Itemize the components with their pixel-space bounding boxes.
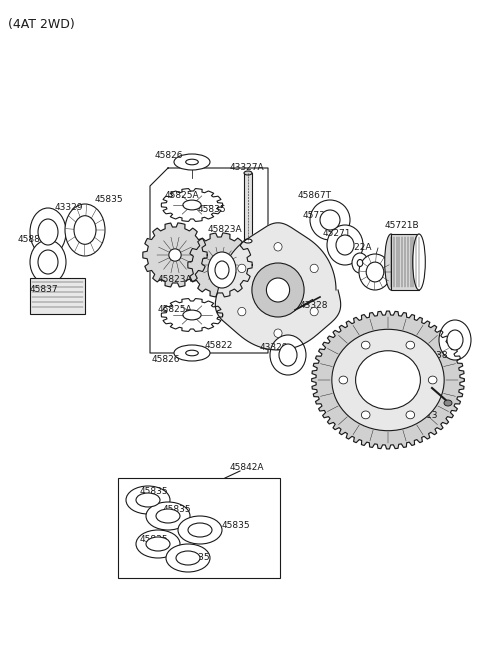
Text: 45835: 45835 — [198, 205, 227, 215]
Ellipse shape — [352, 253, 368, 273]
Bar — [30, 278, 85, 314]
Text: 45832: 45832 — [358, 405, 386, 415]
Text: 45825A: 45825A — [158, 306, 192, 314]
Ellipse shape — [447, 330, 463, 350]
Ellipse shape — [65, 204, 105, 256]
Ellipse shape — [336, 235, 354, 255]
Ellipse shape — [183, 200, 201, 210]
Ellipse shape — [270, 335, 306, 375]
Text: 45835: 45835 — [95, 195, 124, 205]
Ellipse shape — [214, 259, 226, 271]
Text: 45835: 45835 — [140, 487, 168, 497]
Text: 45825A: 45825A — [165, 190, 200, 199]
Ellipse shape — [444, 400, 452, 406]
Text: 45835: 45835 — [182, 554, 211, 562]
Bar — [391, 234, 419, 290]
Polygon shape — [312, 311, 464, 449]
Text: 45881T: 45881T — [18, 236, 52, 245]
Ellipse shape — [439, 320, 471, 360]
Text: 45826: 45826 — [155, 150, 183, 159]
Ellipse shape — [361, 341, 370, 349]
Ellipse shape — [186, 159, 198, 165]
Ellipse shape — [126, 486, 170, 514]
Ellipse shape — [188, 523, 212, 537]
Ellipse shape — [406, 411, 415, 419]
Ellipse shape — [166, 544, 210, 572]
Ellipse shape — [174, 154, 210, 170]
Ellipse shape — [30, 208, 66, 256]
Text: 43328: 43328 — [300, 300, 328, 310]
Text: 45867T: 45867T — [298, 190, 332, 199]
Text: 45826: 45826 — [152, 356, 180, 365]
Ellipse shape — [136, 530, 180, 558]
Ellipse shape — [186, 350, 198, 356]
Ellipse shape — [178, 516, 222, 544]
Ellipse shape — [146, 502, 190, 530]
Ellipse shape — [176, 551, 200, 565]
Bar — [118, 478, 280, 578]
Ellipse shape — [238, 308, 246, 316]
Ellipse shape — [406, 341, 415, 349]
Ellipse shape — [30, 240, 66, 284]
Ellipse shape — [146, 537, 170, 551]
Ellipse shape — [413, 234, 425, 290]
Ellipse shape — [359, 254, 391, 290]
Ellipse shape — [310, 308, 318, 316]
Ellipse shape — [357, 260, 363, 266]
Text: 43329: 43329 — [55, 203, 84, 213]
Ellipse shape — [208, 252, 236, 288]
Text: 45823A: 45823A — [158, 276, 192, 285]
Ellipse shape — [310, 264, 318, 273]
Text: 45823A: 45823A — [208, 226, 242, 234]
Ellipse shape — [339, 376, 348, 384]
Polygon shape — [216, 223, 341, 350]
Ellipse shape — [238, 264, 246, 273]
Ellipse shape — [332, 329, 444, 431]
Ellipse shape — [244, 171, 252, 175]
Text: 45271: 45271 — [323, 228, 351, 237]
Ellipse shape — [183, 310, 201, 320]
Ellipse shape — [156, 509, 180, 523]
Ellipse shape — [252, 263, 304, 317]
Ellipse shape — [174, 345, 210, 361]
Ellipse shape — [274, 243, 282, 251]
Ellipse shape — [266, 278, 289, 302]
Ellipse shape — [310, 200, 350, 240]
Text: 45835: 45835 — [163, 506, 192, 514]
Text: 45842A: 45842A — [230, 462, 264, 472]
Ellipse shape — [327, 225, 363, 265]
Polygon shape — [143, 223, 207, 287]
Ellipse shape — [384, 234, 397, 290]
Text: (4AT 2WD): (4AT 2WD) — [8, 18, 75, 31]
Ellipse shape — [74, 216, 96, 244]
Text: 45835: 45835 — [140, 535, 168, 544]
Text: 43327A: 43327A — [230, 163, 264, 173]
Ellipse shape — [215, 261, 229, 279]
Text: 45837: 45837 — [30, 285, 59, 295]
Polygon shape — [161, 188, 223, 222]
Ellipse shape — [136, 493, 160, 507]
Ellipse shape — [361, 411, 370, 419]
Ellipse shape — [428, 376, 437, 384]
Ellipse shape — [279, 344, 297, 366]
Text: 45738: 45738 — [420, 350, 449, 359]
Text: 43213: 43213 — [410, 411, 439, 419]
Text: 45721B: 45721B — [385, 220, 420, 230]
Ellipse shape — [366, 262, 384, 282]
Ellipse shape — [169, 249, 181, 261]
Ellipse shape — [274, 329, 282, 337]
Ellipse shape — [320, 210, 340, 230]
Text: 45835: 45835 — [222, 520, 251, 529]
Ellipse shape — [356, 351, 420, 409]
Polygon shape — [188, 233, 252, 297]
Text: 43329: 43329 — [260, 344, 288, 352]
Text: 45822: 45822 — [205, 340, 233, 350]
Polygon shape — [161, 298, 223, 331]
Text: 45722A: 45722A — [338, 243, 372, 253]
Text: 45738: 45738 — [303, 211, 332, 220]
Ellipse shape — [38, 219, 58, 245]
Bar — [244, 173, 252, 241]
Ellipse shape — [38, 250, 58, 274]
Ellipse shape — [244, 239, 252, 243]
